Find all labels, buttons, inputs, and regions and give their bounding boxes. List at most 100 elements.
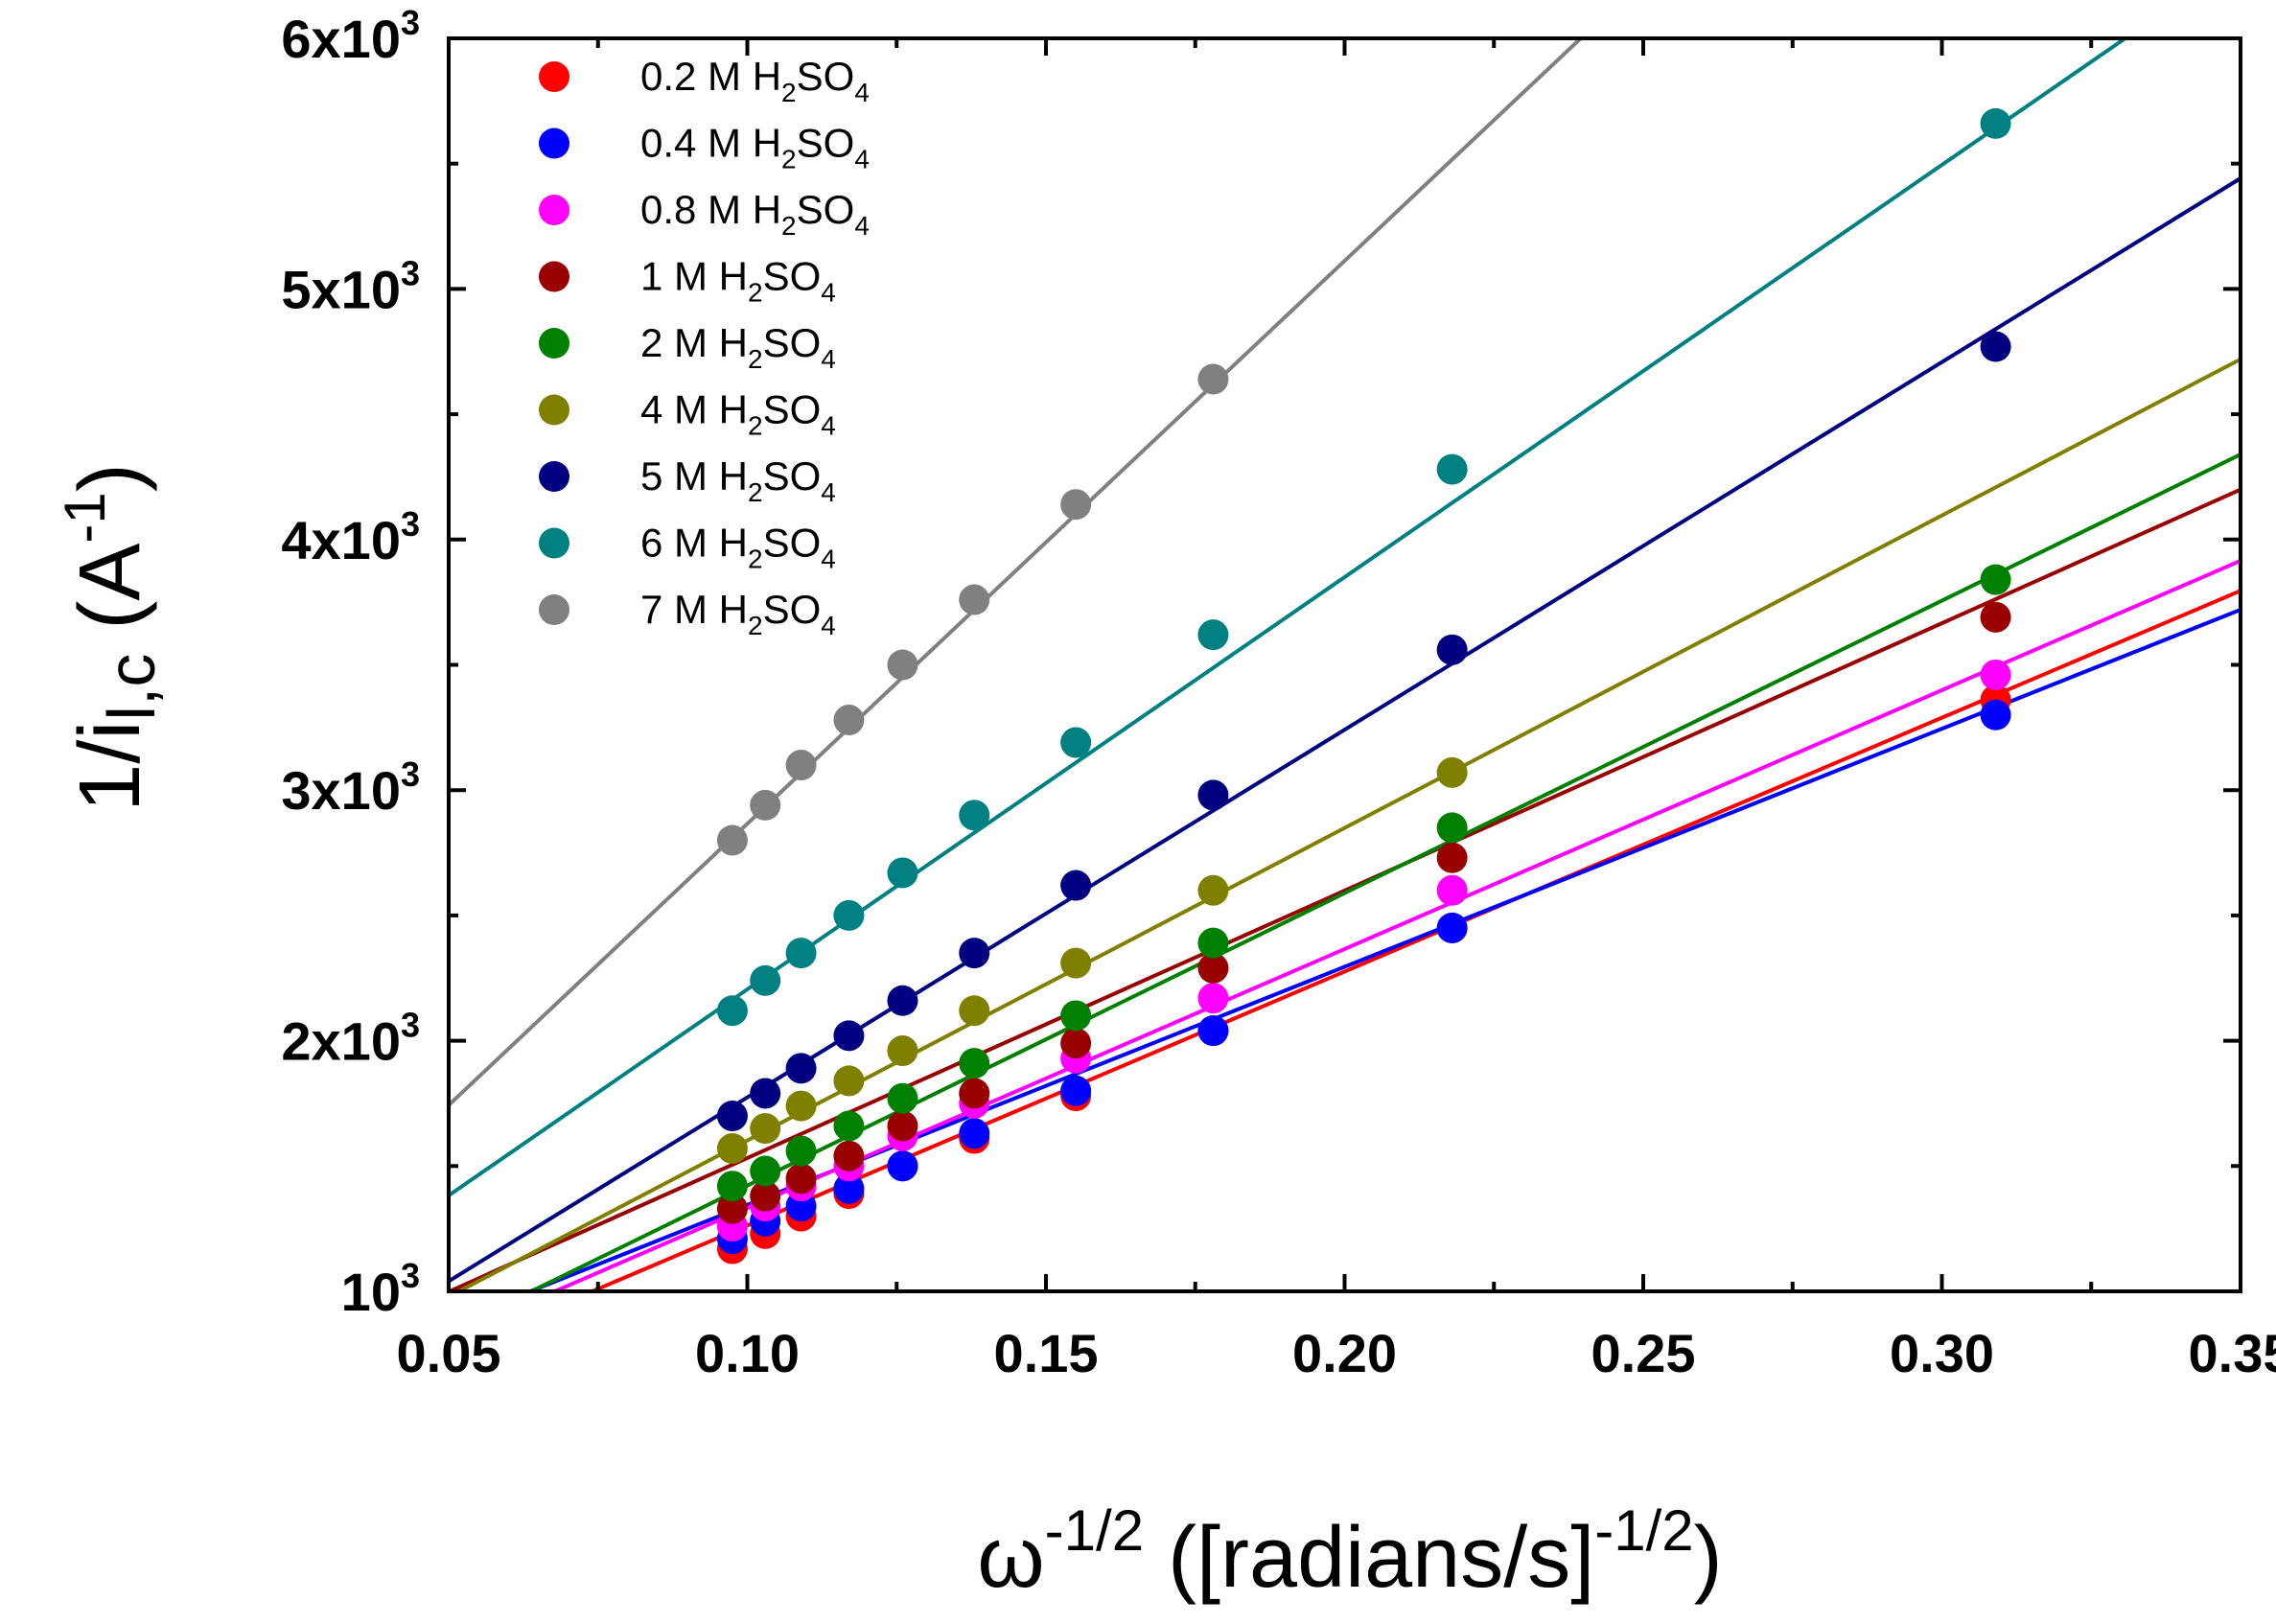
data-point bbox=[1060, 1028, 1092, 1059]
legend-label: 7 M H2SO4 bbox=[640, 587, 836, 640]
data-point bbox=[785, 1135, 817, 1167]
legend-marker bbox=[539, 461, 569, 492]
data-point bbox=[785, 1053, 817, 1084]
data-point bbox=[833, 705, 865, 736]
data-point bbox=[1060, 870, 1092, 901]
fit-line-4 bbox=[449, 487, 2241, 1291]
data-point bbox=[716, 995, 748, 1027]
y-tick-label: 5x103 bbox=[281, 253, 420, 319]
data-point bbox=[716, 1171, 748, 1202]
data-point bbox=[833, 899, 865, 931]
data-point bbox=[1980, 659, 2011, 690]
legend-marker bbox=[539, 195, 569, 225]
data-point bbox=[887, 1035, 918, 1067]
y-tick-label: 3x103 bbox=[281, 754, 420, 821]
data-point bbox=[1060, 1075, 1092, 1106]
data-point bbox=[1060, 1000, 1092, 1032]
data-point bbox=[887, 1150, 918, 1182]
x-tick-label: 0.20 bbox=[1292, 1323, 1397, 1383]
data-point bbox=[1980, 601, 2011, 633]
legend-label: 0.4 M H2SO4 bbox=[640, 121, 870, 174]
data-point bbox=[716, 1193, 748, 1224]
data-point bbox=[887, 649, 918, 681]
data-point bbox=[1060, 489, 1092, 521]
data-point bbox=[833, 1140, 865, 1172]
y-tick-label: 2x103 bbox=[281, 1006, 420, 1072]
data-point bbox=[1436, 756, 1468, 788]
data-point bbox=[750, 1113, 781, 1145]
legend-label: 0.2 M H2SO4 bbox=[640, 54, 870, 107]
data-point bbox=[959, 1118, 990, 1149]
data-point bbox=[1197, 874, 1229, 906]
data-point bbox=[959, 800, 990, 831]
legend: 0.2 M H2SO4 0.4 M H2SO4 0.8 M H2SO4 1 M H2S… bbox=[539, 54, 870, 640]
legend-marker bbox=[539, 128, 569, 159]
data-point bbox=[1197, 983, 1229, 1014]
legend-label: 0.8 M H2SO4 bbox=[640, 187, 870, 241]
data-point bbox=[1436, 912, 1468, 943]
data-point bbox=[887, 857, 918, 889]
y-tick-label: 4x103 bbox=[281, 504, 420, 570]
legend-marker bbox=[539, 594, 569, 625]
data-point bbox=[887, 1082, 918, 1114]
data-point bbox=[716, 824, 748, 856]
x-tick-label: 0.30 bbox=[1890, 1323, 1994, 1383]
data-point bbox=[887, 985, 918, 1016]
x-axis-title: ω-1/2 ([radians/s]-1/2) bbox=[977, 1498, 1722, 1606]
x-tick-label: 0.10 bbox=[695, 1323, 800, 1383]
data-point bbox=[833, 1172, 865, 1204]
data-point bbox=[750, 1180, 781, 1212]
legend-marker bbox=[539, 527, 569, 559]
data-point bbox=[1980, 331, 2011, 362]
data-point bbox=[1197, 779, 1229, 811]
x-tick-label: 0.25 bbox=[1591, 1323, 1696, 1383]
data-point bbox=[1436, 812, 1468, 844]
fit-line-6 bbox=[454, 357, 2241, 1291]
data-point bbox=[959, 584, 990, 615]
axis-ticks: 0.05 0.10 0.15 0.20 0.25 0.30 0.35 103 2x103 3x10… bbox=[281, 3, 2276, 1383]
legend-label: 1 M H2SO4 bbox=[640, 254, 836, 308]
data-point bbox=[785, 938, 817, 969]
legend-marker bbox=[539, 328, 569, 359]
y-tick-label: 6x103 bbox=[281, 3, 420, 69]
fit-line-8 bbox=[449, 38, 2129, 1197]
legend-marker bbox=[539, 261, 569, 292]
data-point bbox=[1197, 952, 1229, 984]
data-point bbox=[1436, 842, 1468, 873]
data-point bbox=[959, 995, 990, 1027]
data-point bbox=[833, 1110, 865, 1142]
data-point bbox=[1436, 874, 1468, 906]
fit-line-9 bbox=[449, 38, 1584, 1107]
x-tick-label: 0.05 bbox=[397, 1323, 501, 1383]
data-point bbox=[716, 1101, 748, 1132]
data-point bbox=[959, 938, 990, 969]
data-point bbox=[833, 1020, 865, 1052]
data-point bbox=[1197, 1015, 1229, 1047]
legend-label: 2 M H2SO4 bbox=[640, 320, 836, 374]
data-point bbox=[785, 750, 817, 781]
data-point bbox=[750, 789, 781, 821]
data-point bbox=[785, 1163, 817, 1195]
data-point bbox=[1980, 107, 2011, 139]
data-point bbox=[959, 1048, 990, 1079]
data-point bbox=[785, 1090, 817, 1122]
data-points bbox=[716, 107, 2011, 1264]
y-axis-title: 1/il,c (A-1) bbox=[53, 463, 169, 811]
fit-line-2 bbox=[524, 608, 2241, 1291]
data-point bbox=[887, 1110, 918, 1142]
fit-line-3 bbox=[549, 559, 2241, 1291]
data-point bbox=[1060, 727, 1092, 758]
data-point bbox=[1197, 927, 1229, 959]
data-point bbox=[750, 964, 781, 996]
data-point bbox=[750, 1155, 781, 1187]
data-point bbox=[1060, 947, 1092, 979]
data-point bbox=[1436, 634, 1468, 665]
data-point bbox=[1197, 363, 1229, 395]
legend-marker bbox=[539, 394, 569, 426]
data-point bbox=[716, 1133, 748, 1165]
legend-marker bbox=[539, 61, 569, 92]
data-point bbox=[1436, 453, 1468, 485]
data-point bbox=[1980, 564, 2011, 595]
legend-label: 6 M H2SO4 bbox=[640, 521, 836, 574]
